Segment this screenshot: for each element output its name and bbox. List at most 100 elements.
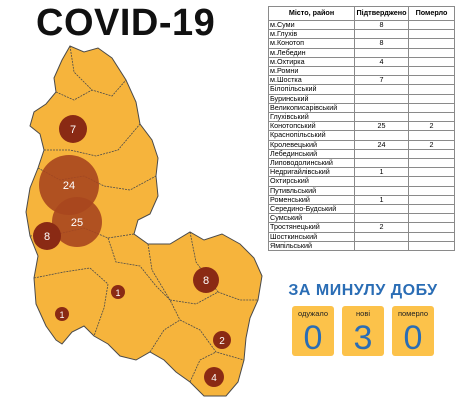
cell-location: Роменський [268, 194, 355, 206]
header-deaths: Померло [408, 6, 455, 21]
daily-summary-title: ЗА МИНУЛУ ДОБУ [288, 282, 438, 299]
cell-location: м.Суми [268, 19, 355, 31]
cell-deaths [408, 222, 455, 233]
cell-confirmed [354, 240, 409, 252]
cell-deaths [408, 176, 455, 187]
cell-deaths [408, 102, 455, 114]
cell-deaths [408, 204, 455, 215]
cell-confirmed: 7 [354, 75, 409, 86]
cell-location: м.Конотоп [268, 38, 355, 49]
cell-confirmed [354, 47, 409, 58]
table-row: м.Глухів [268, 29, 455, 40]
case-markers: 7 24 25 8 8 1 1 2 4 [33, 115, 231, 387]
marker-label-romny: 1 [59, 310, 64, 320]
table-row: Кролевецький 24 2 [268, 139, 455, 150]
table-row: Ямпільський [268, 240, 455, 252]
cell-confirmed [354, 148, 409, 160]
daily-box-value: 0 [403, 319, 423, 357]
cell-confirmed: 1 [354, 167, 409, 178]
cell-deaths [408, 194, 455, 206]
cell-location: Недригайлівський [268, 167, 355, 178]
cell-deaths [408, 185, 455, 196]
marker-romny [55, 307, 69, 321]
cell-deaths [408, 66, 455, 77]
table-row: Конотопський 25 2 [268, 121, 455, 132]
marker-label-trostianets: 2 [219, 336, 225, 347]
table-row: Охтирський [268, 176, 455, 187]
cell-location: Охтирський [268, 176, 355, 187]
marker-label-okhtyrka: 4 [211, 373, 217, 384]
daily-box-value: 0 [303, 319, 323, 357]
table-row: Путивльський [268, 185, 455, 196]
cell-confirmed: 8 [354, 19, 409, 31]
cell-confirmed [354, 204, 409, 215]
marker-label-sumy: 8 [203, 275, 209, 287]
cell-location: Глухівський [268, 112, 355, 123]
cell-location: Липоводолинський [268, 158, 355, 169]
cell-confirmed: 1 [354, 194, 409, 206]
table-row: Великописарівський [268, 102, 455, 114]
cell-deaths: 2 [408, 139, 455, 150]
marker-konotop-city [33, 222, 61, 250]
marker-konotop-district [52, 197, 102, 247]
table-row: Буринський [268, 93, 455, 104]
cell-location: Середино-Будський [268, 204, 355, 215]
table-row: м.Ромни [268, 66, 455, 77]
cell-deaths [408, 167, 455, 178]
cell-location: Тростянецький [268, 222, 355, 233]
cell-deaths [408, 75, 455, 86]
page-title: COVID-19 [36, 2, 216, 44]
table-row: Середино-Будський [268, 204, 455, 215]
cell-confirmed: 25 [354, 121, 409, 132]
marker-label-shostka: 7 [70, 124, 76, 136]
cell-deaths [408, 213, 455, 224]
cell-confirmed [354, 93, 409, 104]
cell-location: Великописарівський [268, 102, 355, 114]
daily-box-new: нові 3 [342, 306, 384, 356]
table-row: м.Лебедин [268, 47, 455, 58]
table-row: Роменський 1 [268, 194, 455, 206]
cell-location: Краснопільський [268, 130, 355, 141]
cell-deaths [408, 47, 455, 58]
cell-location: м.Глухів [268, 29, 355, 40]
cell-deaths [408, 93, 455, 104]
daily-box-recovered: одужало 0 [292, 306, 334, 356]
cases-table: Місто, район Підтверджено Померло м.Суми… [268, 6, 455, 252]
cell-location: Білопільський [268, 84, 355, 95]
cell-deaths [408, 56, 455, 68]
table-row: м.Шостка 7 [268, 75, 455, 86]
cell-deaths [408, 38, 455, 49]
cell-confirmed [354, 213, 409, 224]
table-header-row: Місто, район Підтверджено Померло [268, 6, 455, 21]
cell-location: Ямпільський [268, 240, 355, 252]
marker-label-konotop-city: 8 [44, 231, 50, 243]
daily-box-label: нові [356, 309, 370, 318]
marker-label-nedryhailiv: 1 [115, 288, 120, 298]
marker-label-konotop-district: 25 [71, 217, 83, 229]
table-row: Лебединський [268, 148, 455, 160]
cell-confirmed [354, 130, 409, 141]
cell-location: м.Шостка [268, 75, 355, 86]
cell-location: Конотопський [268, 121, 355, 132]
cell-location: Сумський [268, 213, 355, 224]
cell-confirmed [354, 185, 409, 196]
cell-deaths [408, 240, 455, 252]
marker-okhtyrka [204, 367, 224, 387]
daily-box-value: 3 [353, 319, 373, 357]
cell-deaths [408, 130, 455, 141]
cell-confirmed [354, 158, 409, 169]
cell-location: Лебединський [268, 148, 355, 160]
header-confirmed: Підтверджено [354, 6, 409, 21]
daily-box-label: одужало [297, 309, 329, 318]
cell-confirmed: 8 [354, 38, 409, 49]
cell-confirmed [354, 66, 409, 77]
cell-deaths [408, 29, 455, 40]
table-row: Недригайлівський 1 [268, 167, 455, 178]
table-row: м.Охтирка 4 [268, 56, 455, 68]
cell-confirmed [354, 176, 409, 187]
table-row: Глухівський [268, 112, 455, 123]
cell-deaths [408, 84, 455, 95]
cell-confirmed: 4 [354, 56, 409, 68]
cell-deaths [408, 112, 455, 123]
cell-confirmed [354, 112, 409, 123]
